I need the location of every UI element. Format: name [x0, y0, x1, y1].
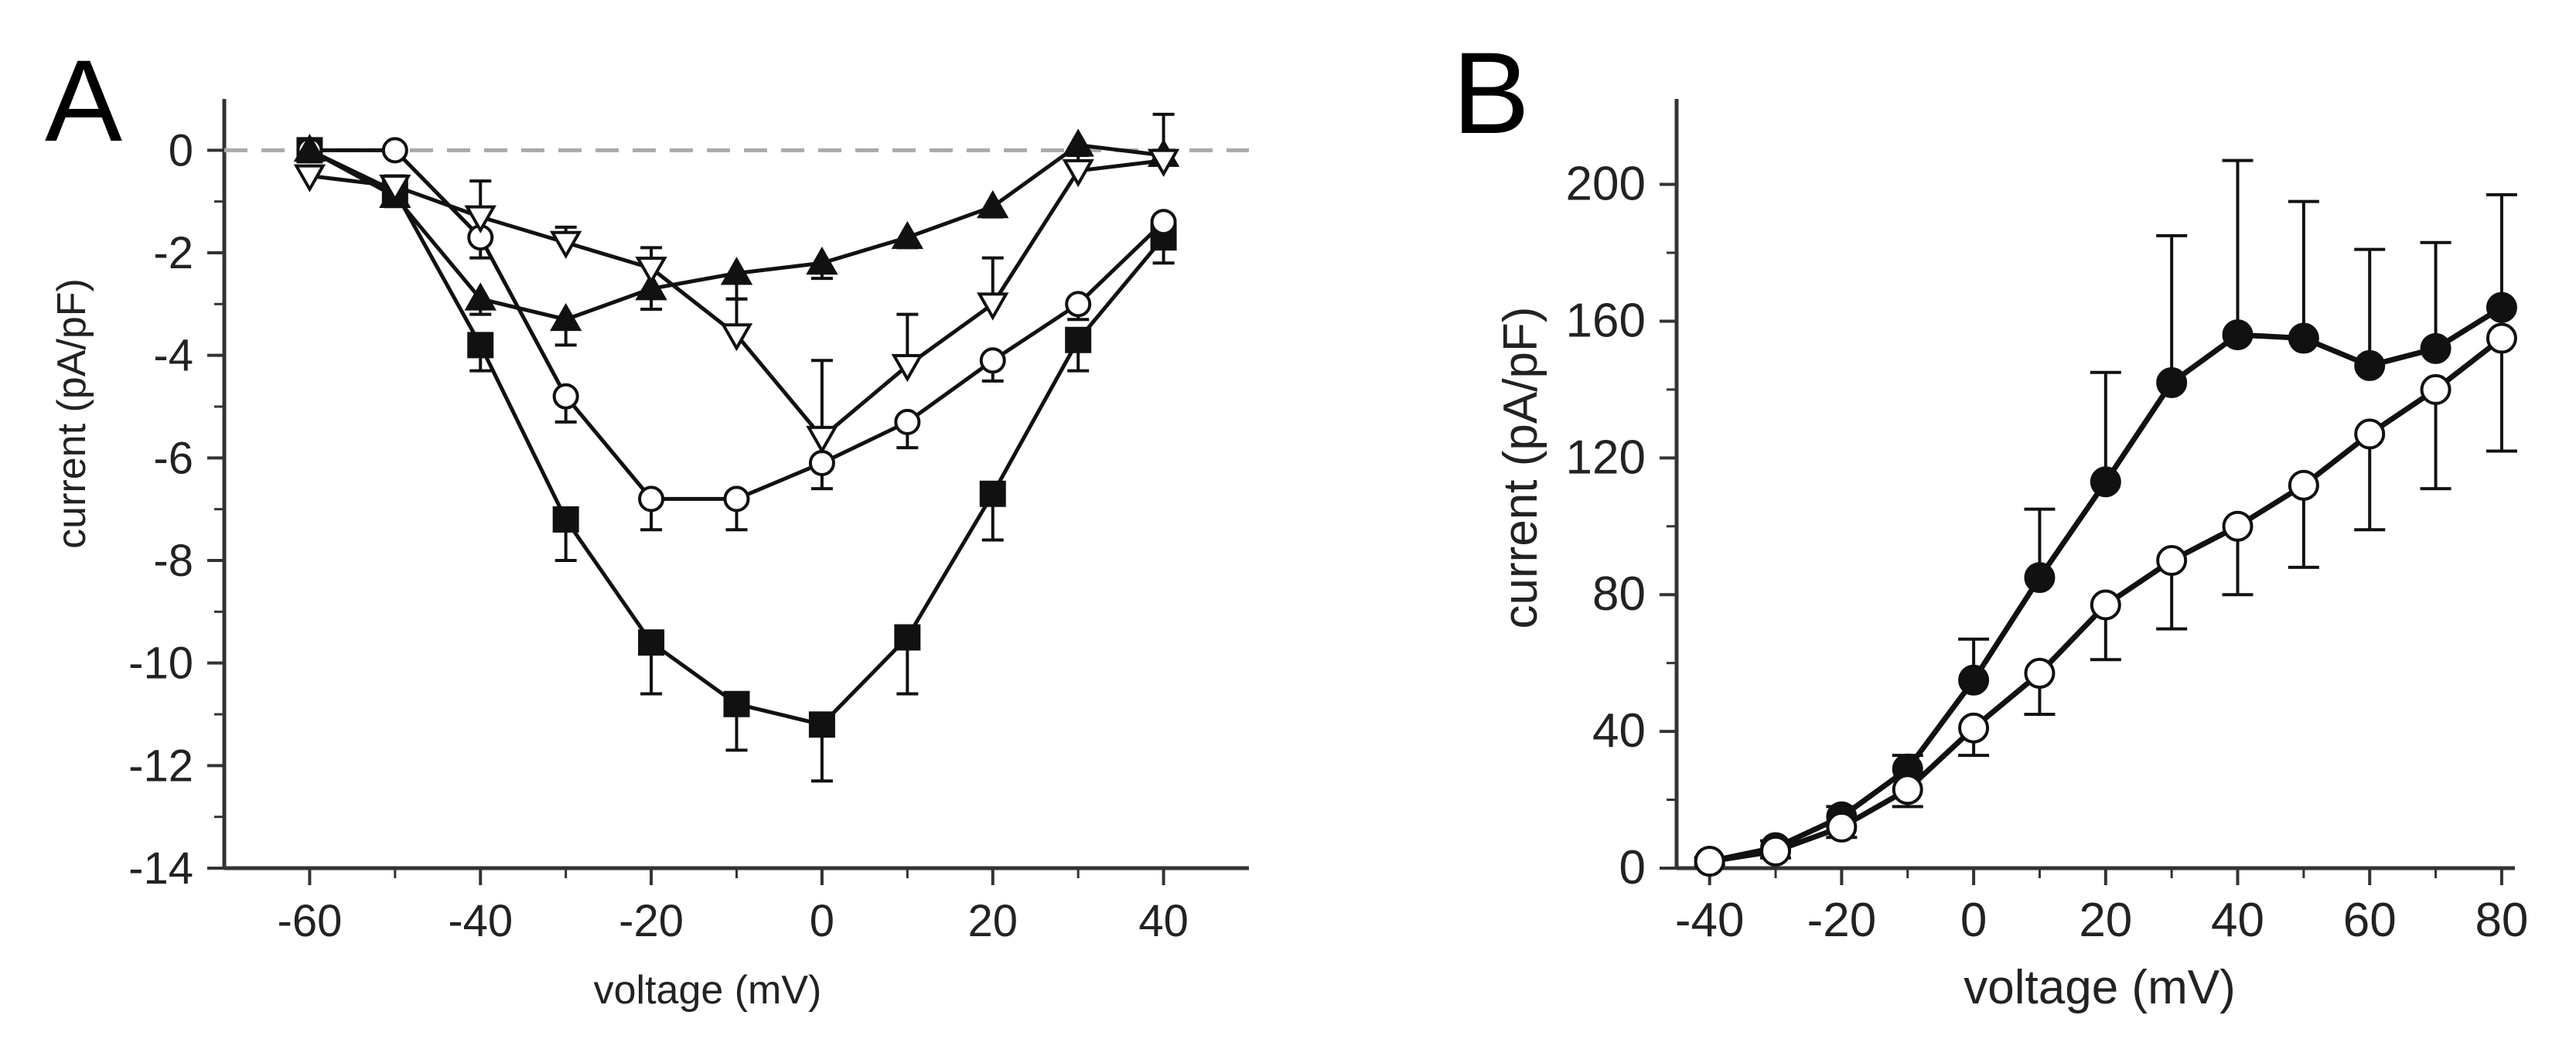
- chart-a-y-tick-label--12: -12: [128, 741, 193, 791]
- chart-a-filled-squares-point-20: [979, 480, 1006, 507]
- chart-b-filled-circles-point-10: [2024, 562, 2056, 594]
- chart-b-open-circles-point--20: [1826, 811, 1858, 843]
- chart-b-open-circles-point-30: [2156, 545, 2188, 576]
- chart-a-filled-squares-point--30: [552, 506, 579, 533]
- chart-b-x-axis-title: voltage (mV): [1964, 961, 2235, 1014]
- chart-a-x-tick-label-20: 20: [967, 896, 1018, 946]
- chart-b-filled-circles-point-0: [1958, 664, 1990, 696]
- chart-b-x-tick-label-60: 60: [2343, 894, 2397, 947]
- chart-a-y-axis-title: current (pA/pF): [49, 278, 94, 549]
- chart-a-open-circles-point--10: [723, 485, 750, 513]
- chart-b-open-circles-point--10: [1892, 774, 1923, 806]
- chart-a-open-triangles-point--50: [379, 174, 411, 203]
- chart-a-filled-triangles-point--60: [293, 134, 326, 162]
- chart-b-open-circles-point-50: [2288, 469, 2319, 501]
- chart-b-open-circles-point-40: [2222, 510, 2254, 542]
- chart-a-filled-triangles-point-20: [977, 190, 1009, 219]
- chart-a-x-axis-title: voltage (mV): [594, 968, 822, 1013]
- chart-b-filled-circles-point-50: [2288, 322, 2319, 354]
- chart-b-x-tick-label-40: 40: [2211, 894, 2264, 947]
- chart-a-open-circles-point-0: [808, 449, 835, 476]
- chart-b-filled-circles-point-40: [2222, 319, 2254, 351]
- chart-b-filled-circles-point-20: [2090, 466, 2121, 498]
- chart-b-y-tick-label-80: 80: [1592, 567, 1646, 621]
- chart-a-y-tick-label--2: -2: [153, 228, 193, 278]
- chart-b-filled-circles-point-70: [2420, 332, 2451, 364]
- chart-a-open-circles-point-10: [894, 408, 921, 435]
- chart-a-filled-triangles-point-30: [1062, 128, 1094, 157]
- chart-b-y-tick-label-0: 0: [1619, 841, 1646, 894]
- chart-b-open-circles-point--40: [1694, 846, 1725, 877]
- chart-b-x-tick-label--20: -20: [1807, 894, 1877, 947]
- chart-a-open-triangles-point-10: [891, 353, 924, 383]
- chart-b-filled-circles-point-60: [2354, 349, 2386, 381]
- chart-b-x-tick-label-20: 20: [2079, 894, 2132, 947]
- chart-a-x-tick-label--60: -60: [278, 896, 343, 946]
- chart-b-open-circles-point-70: [2420, 373, 2451, 405]
- chart-b-y-axis-title: current (pA/pF): [1494, 307, 1547, 629]
- chart-a-filled-triangles-point-10: [891, 220, 924, 250]
- chart-a-open-triangles-point-30: [1062, 158, 1094, 188]
- chart-a-open-triangles-point-40: [1147, 148, 1180, 177]
- chart-b-open-circles-point-20: [2090, 589, 2121, 621]
- chart-a-filled-triangles-point--20: [635, 272, 667, 301]
- chart-a-open-circles-point--50: [381, 137, 408, 164]
- chart-a-open-circles-point--20: [638, 485, 665, 513]
- chart-a-open-triangles-point--10: [720, 323, 753, 352]
- chart-a-y-tick-label--10: -10: [128, 639, 193, 689]
- chart-a-y-tick-label--14: -14: [128, 843, 193, 894]
- chart-b-open-circles-point-60: [2354, 418, 2386, 450]
- chart-a-filled-squares-point-30: [1065, 326, 1092, 353]
- chart-a-open-circles-point-20: [979, 347, 1006, 374]
- chart-b: -40 -20 0 20 40 60 80 0 40 80 120 160 200 voltage (m…: [1494, 99, 2528, 1014]
- chart-b-open-circles-point-0: [1958, 712, 1990, 744]
- chart-a-open-triangles-point--30: [549, 230, 582, 260]
- chart-a-filled-triangles-point--10: [720, 257, 753, 285]
- chart-a-x-tick-label-0: 0: [810, 896, 834, 946]
- chart-a: -60 -40 -20 0 20 40-14-12-10-8-6-4-20 voltage…: [49, 99, 1249, 1013]
- chart-b-y-tick-label-40: 40: [1592, 704, 1646, 758]
- chart-b-y-tick-label-200: 200: [1566, 158, 1646, 211]
- chart-a-x-tick-label--20: -20: [619, 896, 684, 946]
- chart-a-open-triangles-point--60: [293, 164, 326, 192]
- chart-a-filled-squares-point--20: [638, 629, 665, 656]
- chart-b-x-tick-label-80: 80: [2475, 894, 2528, 947]
- chart-b-x-tick-label--40: -40: [1675, 894, 1745, 947]
- chart-a-filled-squares-point--10: [723, 690, 750, 717]
- chart-a-filled-triangles-point--40: [464, 282, 496, 311]
- chart-b-y-tick-label-120: 120: [1566, 431, 1646, 484]
- panel-letter-b: B: [1452, 28, 1530, 158]
- chart-a-filled-squares-point-10: [894, 624, 921, 651]
- chart-b-filled-circles-point-80: [2486, 291, 2517, 323]
- chart-a-y-tick-label-0: 0: [169, 125, 193, 175]
- chart-a-y-tick-label--8: -8: [153, 536, 193, 586]
- chart-a-filled-squares-point--40: [467, 332, 494, 359]
- panel-letter-a: A: [45, 36, 122, 165]
- chart-a-x-tick-label-40: 40: [1138, 896, 1189, 946]
- chart-b-x-tick-label-0: 0: [1960, 894, 1987, 947]
- chart-b-open-circles-point-10: [2024, 657, 2056, 689]
- chart-a-filled-squares-point-0: [808, 711, 835, 738]
- chart-a-y-tick-label--4: -4: [153, 331, 193, 381]
- chart-a-open-circles-point-30: [1065, 291, 1092, 318]
- chart-a-filled-triangles-point--30: [549, 302, 582, 332]
- chart-b-y-tick-label-160: 160: [1566, 294, 1646, 347]
- chart-b-filled-circles-point-30: [2156, 367, 2188, 399]
- chart-a-open-circles-point-40: [1150, 209, 1177, 236]
- chart-a-open-circles-point--30: [552, 383, 579, 410]
- chart-a-y-tick-label--6: -6: [153, 433, 193, 483]
- chart-a-open-triangles-point-20: [977, 292, 1009, 321]
- chart-b-open-circles-point-80: [2486, 322, 2517, 354]
- chart-a-x-tick-label--40: -40: [448, 896, 513, 946]
- chart-b-open-circles-point--30: [1760, 835, 1792, 867]
- chart-a-filled-triangles-point-0: [806, 246, 838, 275]
- chart-a-open-triangles-point-0: [806, 425, 838, 455]
- chart-a-open-triangles-point--40: [464, 205, 496, 233]
- chart-a-open-triangles-point--20: [635, 256, 667, 285]
